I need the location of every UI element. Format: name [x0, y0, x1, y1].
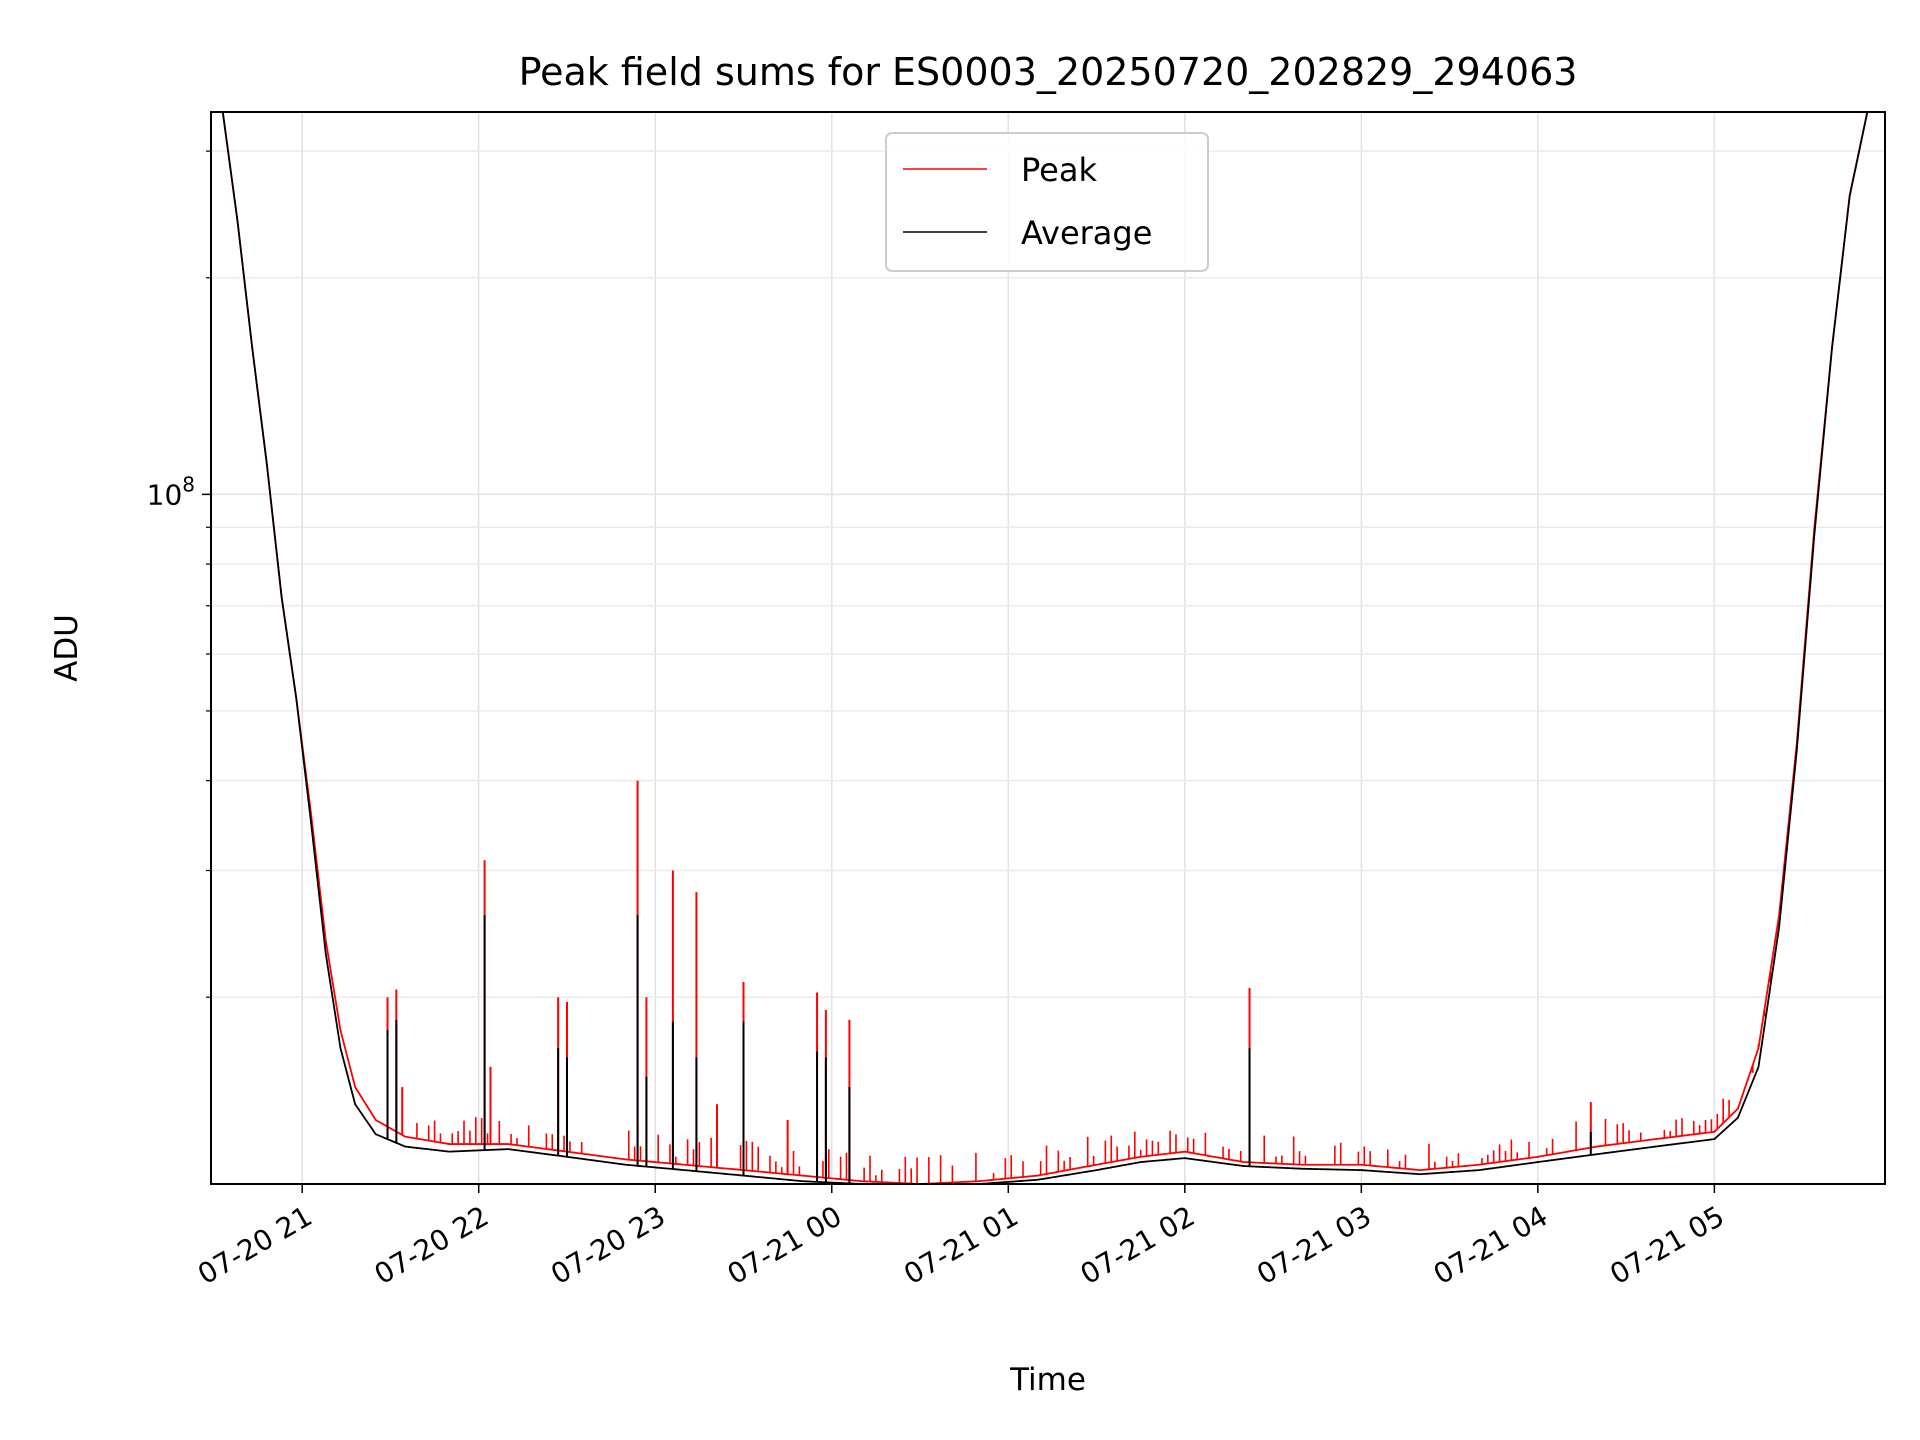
y-tick-base: 10 [147, 478, 183, 511]
x-axis-label: Time [1009, 1362, 1086, 1398]
legend-box [885, 132, 1209, 272]
legend-label-average: Average [1021, 214, 1152, 252]
chart-title: Peak field sums for ES0003_20250720_2028… [519, 50, 1578, 94]
y-axis: 108 [147, 150, 211, 998]
plot-frame [210, 111, 1886, 1185]
y-tick-exponent: 8 [182, 472, 195, 496]
series-line-average [221, 112, 1869, 1184]
series-line-peak [221, 112, 1869, 1184]
grid [211, 112, 1885, 1184]
y-axis-label: ADU [49, 614, 85, 682]
series-average [221, 112, 1869, 1184]
plot-area [221, 112, 1869, 1184]
legend: Peak Average [885, 132, 1209, 272]
legend-label-peak: Peak [1021, 151, 1097, 189]
y-tick-label: 108 [147, 472, 195, 511]
